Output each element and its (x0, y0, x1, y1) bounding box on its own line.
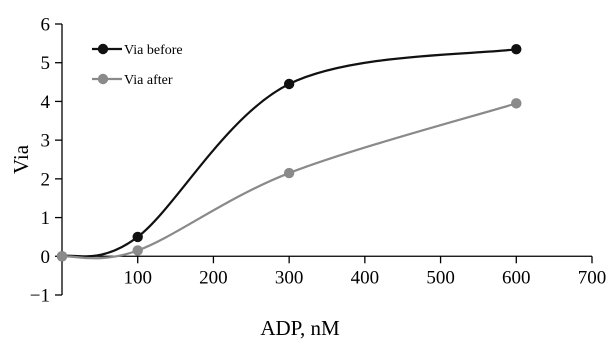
legend-label: Via before (124, 43, 183, 58)
legend: Via before Via after (92, 43, 183, 88)
legend-marker (97, 43, 109, 55)
y-tick-label: 3 (41, 131, 51, 152)
x-tick-label: 300 (275, 267, 304, 288)
y-ticks: −1 0 1 2 3 4 5 6 (30, 15, 62, 307)
x-tick-label: 100 (123, 267, 152, 288)
y-tick-label: 1 (41, 208, 51, 229)
data-point (132, 245, 143, 256)
data-point (511, 43, 522, 55)
data-point (283, 78, 295, 90)
y-tick-label: 4 (41, 92, 51, 113)
data-point (283, 167, 295, 179)
y-tick-label: 5 (41, 53, 51, 74)
series-after (56, 98, 522, 262)
x-ticks: 100 200 300 400 500 600 700 (123, 256, 606, 288)
axes (61, 24, 592, 295)
y-tick-label: −1 (30, 286, 50, 307)
y-tick-label: 6 (41, 15, 51, 36)
x-axis-title: ADP, nM (260, 316, 340, 340)
legend-item: Via before (92, 43, 183, 58)
y-tick-label: 0 (41, 247, 51, 268)
series-line (61, 102, 517, 260)
y-tick-label: 2 (41, 169, 51, 190)
x-tick-label: 200 (199, 267, 228, 288)
legend-label: Via after (124, 73, 173, 88)
legend-marker (97, 73, 109, 85)
x-tick-label: 500 (426, 267, 455, 288)
x-tick-label: 400 (351, 267, 380, 288)
series-line (61, 48, 517, 258)
legend-item: Via after (92, 73, 173, 88)
series-layer (56, 43, 522, 262)
data-point (56, 251, 68, 262)
x-tick-label: 700 (578, 267, 607, 288)
data-point (511, 98, 522, 109)
y-axis-title: Via (9, 144, 33, 174)
x-tick-label: 600 (502, 267, 531, 288)
data-point (132, 231, 143, 243)
